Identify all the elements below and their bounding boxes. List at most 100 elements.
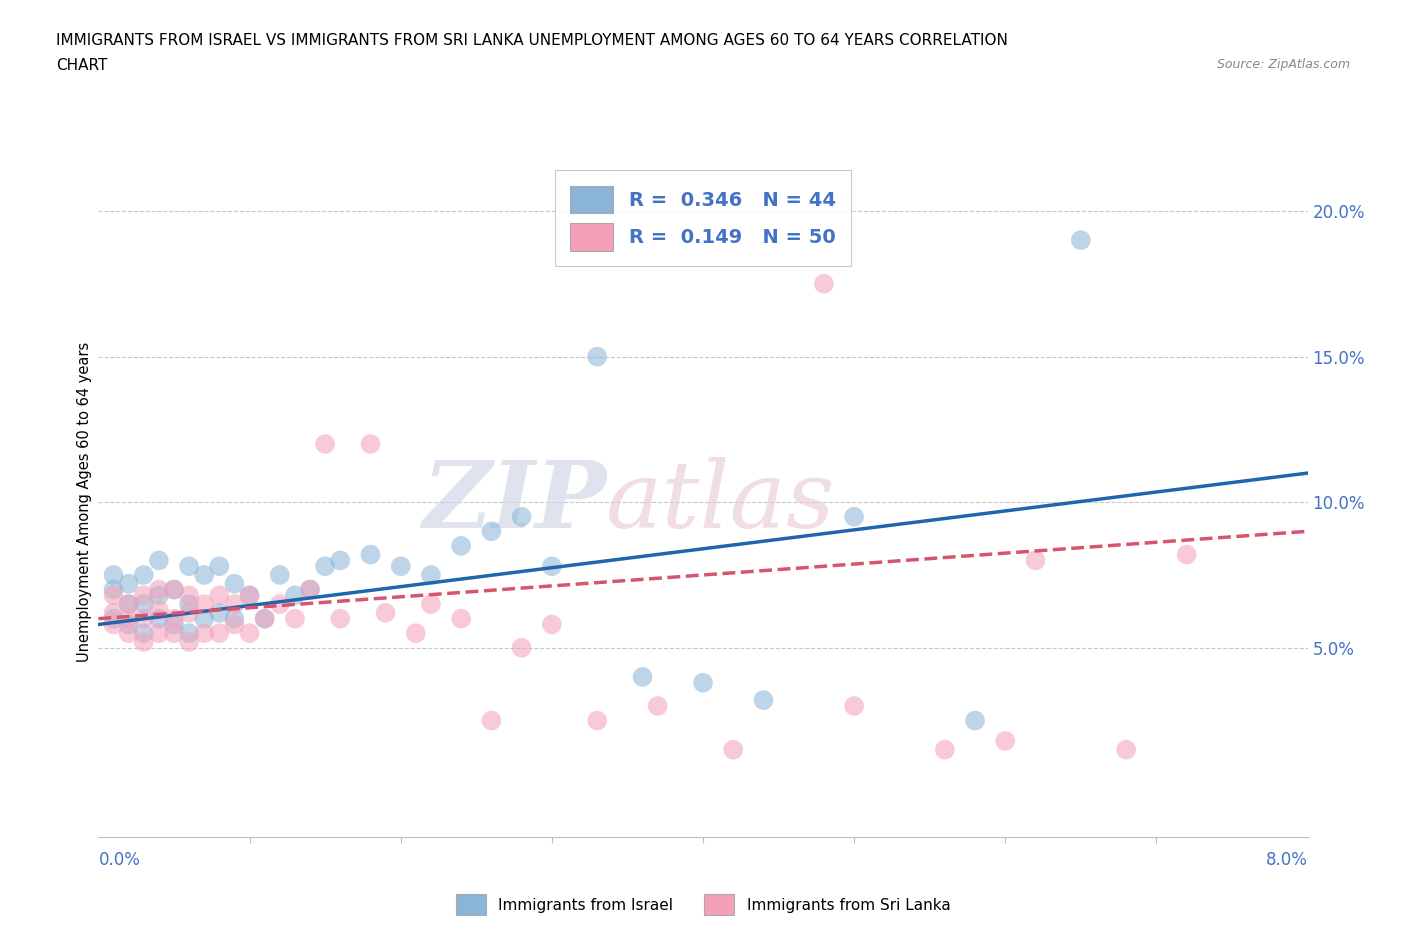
Point [224,577,246,591]
Point [253,611,276,626]
Point [299,582,322,597]
Point [224,597,246,612]
Point [934,742,956,757]
Point [586,349,609,364]
Text: Source: ZipAtlas.com: Source: ZipAtlas.com [1216,58,1350,71]
Point [163,582,186,597]
Point [269,567,291,582]
Point [208,559,231,574]
Point [179,605,201,620]
Text: 0.0%: 0.0% [98,851,141,870]
Point [103,617,125,631]
Point [1175,547,1198,562]
Point [374,605,396,620]
Point [103,611,125,626]
Text: 8.0%: 8.0% [1265,851,1308,870]
Point [163,626,186,641]
Y-axis label: Unemployment Among Ages 60 to 64 years: Unemployment Among Ages 60 to 64 years [77,342,91,662]
Point [132,611,155,626]
Point [193,567,215,582]
Point [148,588,170,603]
Point [163,582,186,597]
Point [193,626,215,641]
Text: IMMIGRANTS FROM ISRAEL VS IMMIGRANTS FROM SRI LANKA UNEMPLOYMENT AMONG AGES 60 T: IMMIGRANTS FROM ISRAEL VS IMMIGRANTS FRO… [56,33,1008,47]
Point [1070,232,1092,247]
Point [329,553,352,568]
Point [360,547,382,562]
Point [118,597,141,612]
Point [163,617,186,631]
Point [179,597,201,612]
Point [132,597,155,612]
Point [813,276,835,291]
Point [631,670,654,684]
Point [118,626,141,641]
Point [179,588,201,603]
Point [148,553,170,568]
Point [389,559,412,574]
Point [148,611,170,626]
Point [163,611,186,626]
Point [179,634,201,649]
Point [360,436,382,451]
Point [692,675,714,690]
Point [314,559,336,574]
Point [450,538,472,553]
Point [405,626,427,641]
Point [208,588,231,603]
Point [103,605,125,620]
Point [193,611,215,626]
Point [420,597,443,612]
Point [541,617,564,631]
Point [118,611,141,626]
Point [193,597,215,612]
Point [965,713,987,728]
Point [224,611,246,626]
Point [239,588,262,603]
Point [118,597,141,612]
Point [148,603,170,618]
Point [450,611,472,626]
Point [420,567,443,582]
Point [481,713,503,728]
Point [179,626,201,641]
Point [118,617,141,631]
Point [647,698,669,713]
Point [541,559,564,574]
Point [510,510,533,525]
Point [179,559,201,574]
Point [510,641,533,656]
Point [284,588,307,603]
Point [208,605,231,620]
Point [481,524,503,538]
Point [844,510,866,525]
Point [299,582,322,597]
Point [132,567,155,582]
Legend: Immigrants from Israel, Immigrants from Sri Lanka: Immigrants from Israel, Immigrants from … [449,886,957,923]
Point [586,713,609,728]
Point [148,626,170,641]
Point [752,693,775,708]
Point [103,582,125,597]
Point [239,626,262,641]
Point [1025,553,1047,568]
Point [239,588,262,603]
Point [329,611,352,626]
Text: CHART: CHART [56,58,108,73]
Point [224,617,246,631]
Point [132,626,155,641]
Point [269,597,291,612]
Point [314,436,336,451]
Point [1115,742,1137,757]
Point [132,588,155,603]
Point [132,634,155,649]
Text: ZIP: ZIP [422,458,606,547]
Point [723,742,745,757]
Point [103,567,125,582]
Point [844,698,866,713]
Point [994,734,1017,749]
Text: atlas: atlas [606,458,835,547]
Point [103,588,125,603]
Point [253,611,276,626]
Point [208,626,231,641]
